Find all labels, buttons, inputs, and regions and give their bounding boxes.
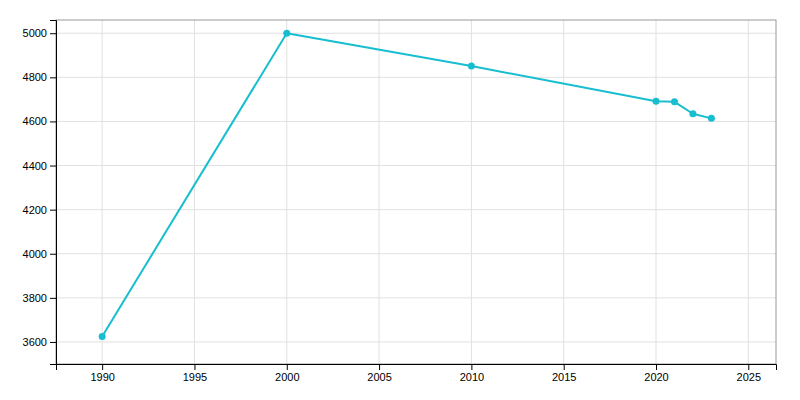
- grid-line-x: [194, 20, 195, 364]
- axis-tick: 4200: [23, 204, 56, 216]
- tick-label: 4600: [23, 115, 47, 127]
- axis-domain: [57, 365, 777, 371]
- tick-mark: [194, 364, 195, 370]
- tick-label: 3600: [23, 336, 47, 348]
- tick-label: 2000: [275, 371, 299, 383]
- grid-line-y: [56, 165, 776, 166]
- grid-line-y: [56, 297, 776, 298]
- tick-mark: [287, 364, 288, 370]
- tick-label: 2015: [552, 371, 576, 383]
- tick-label: 5000: [23, 27, 47, 39]
- grid-line-y: [56, 253, 776, 254]
- axis-tick: 4800: [23, 71, 56, 83]
- grid-line-x: [379, 20, 380, 364]
- axis-tick: 1990: [90, 364, 114, 383]
- data-point: [99, 333, 106, 340]
- grid-line-y: [56, 341, 776, 342]
- plot-area: 1990 1995 2000 2005 2010 2015 2020 2025 3600 3800…: [23, 20, 777, 383]
- grid-line-x: [471, 20, 472, 364]
- tick-mark: [379, 364, 380, 370]
- axis-tick: 2000: [275, 364, 299, 383]
- data-point: [468, 63, 475, 70]
- grid: [56, 20, 776, 364]
- tick-label: 2005: [367, 371, 391, 383]
- data-point: [671, 98, 678, 105]
- axis-tick: 2020: [644, 364, 668, 383]
- data-point: [689, 110, 696, 117]
- data-layer: [99, 30, 715, 340]
- data-point: [708, 115, 715, 122]
- tick-mark: [102, 364, 103, 370]
- data-point: [653, 98, 660, 105]
- axis-tick: 2010: [460, 364, 484, 383]
- grid-line-x: [563, 20, 564, 364]
- grid-line-x: [748, 20, 749, 364]
- grid-line-y: [56, 77, 776, 78]
- plot-frame: [56, 20, 776, 364]
- axis-tick: 1995: [183, 364, 207, 383]
- grid-line-y: [56, 121, 776, 122]
- tick-mark: [656, 364, 657, 370]
- tick-mark: [50, 77, 56, 78]
- tick-mark: [471, 364, 472, 370]
- axis-tick: 5000: [23, 27, 56, 39]
- tick-label: 4800: [23, 71, 47, 83]
- grid-line-x: [286, 20, 287, 364]
- data-point: [283, 30, 290, 37]
- tick-mark: [564, 364, 565, 370]
- tick-label: 1995: [183, 371, 207, 383]
- axis-domain: [50, 21, 57, 365]
- grid-line-x: [656, 20, 657, 364]
- axis-tick: 4000: [23, 248, 56, 260]
- x-axis: 1990 1995 2000 2005 2010 2015 2020 2025: [57, 364, 777, 383]
- y-axis: 3600 3800 4000 4200 4400 4600 4800 5000: [23, 21, 57, 365]
- axis-tick: 3600: [23, 336, 56, 348]
- tick-label: 2020: [644, 371, 668, 383]
- axis-tick: 2025: [737, 364, 761, 383]
- grid-line-y: [56, 209, 776, 210]
- tick-label: 3800: [23, 292, 47, 304]
- tick-label: 2010: [460, 371, 484, 383]
- tick-mark: [50, 298, 56, 299]
- chart-svg: 1990 1995 2000 2005 2010 2015 2020 2025 3600 3800…: [0, 0, 800, 400]
- grid-line-y: [56, 33, 776, 34]
- tick-label: 4000: [23, 248, 47, 260]
- axis-tick: 2005: [367, 364, 391, 383]
- tick-label: 4200: [23, 204, 47, 216]
- axis-tick: 2015: [552, 364, 576, 383]
- axis-tick: 3800: [23, 292, 56, 304]
- axis-tick: 4600: [23, 115, 56, 127]
- tick-mark: [50, 166, 56, 167]
- data-line: [102, 33, 711, 336]
- tick-label: 1990: [90, 371, 114, 383]
- tick-mark: [50, 33, 56, 34]
- tick-mark: [50, 121, 56, 122]
- tick-label: 2025: [737, 371, 761, 383]
- tick-label: 4400: [23, 160, 47, 172]
- grid-line-x: [102, 20, 103, 364]
- tick-mark: [50, 254, 56, 255]
- tick-mark: [50, 342, 56, 343]
- tick-mark: [50, 210, 56, 211]
- axis-tick: 4400: [23, 160, 56, 172]
- tick-mark: [748, 364, 749, 370]
